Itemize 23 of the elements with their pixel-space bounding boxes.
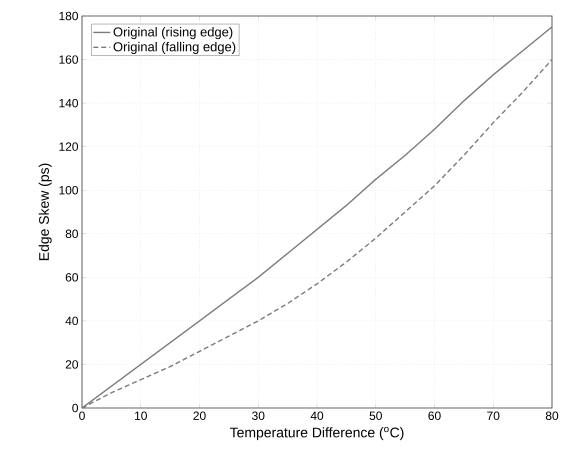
x-tick-label: 10 xyxy=(135,412,147,420)
legend-label: Original (falling edge) xyxy=(114,42,236,54)
y-tick-label: 160 xyxy=(59,55,78,64)
y-tick-label: 140 xyxy=(59,98,78,108)
legend-label: Original (rising edge) xyxy=(114,27,232,40)
x-tick-label: 20 xyxy=(193,412,206,420)
y-axis-title: Edge Skew (ps) xyxy=(38,164,52,260)
y-tick-label: 100 xyxy=(59,186,78,194)
x-tick-label: 50 xyxy=(370,412,382,420)
y-tick-label: 60 xyxy=(66,273,78,282)
x-tick-label: 80 xyxy=(546,412,558,420)
y-tick-label: 120 xyxy=(59,142,78,151)
x-axis-title: Temperature Difference ($^{o}$C) xyxy=(230,426,404,440)
x-tick-label: 40 xyxy=(310,412,324,420)
x-tick-label: 0 xyxy=(79,412,85,420)
x-tick-label: 30 xyxy=(252,412,264,420)
y-tick-label: 80 xyxy=(66,230,78,238)
y-tick-label: 0 xyxy=(72,404,78,412)
y-tick-label: 40 xyxy=(65,316,78,326)
x-tick-label: 60 xyxy=(428,412,441,420)
y-tick-label: 180 xyxy=(59,12,78,20)
y-tick-label: 20 xyxy=(66,360,78,369)
x-tick-label: 70 xyxy=(487,412,500,420)
